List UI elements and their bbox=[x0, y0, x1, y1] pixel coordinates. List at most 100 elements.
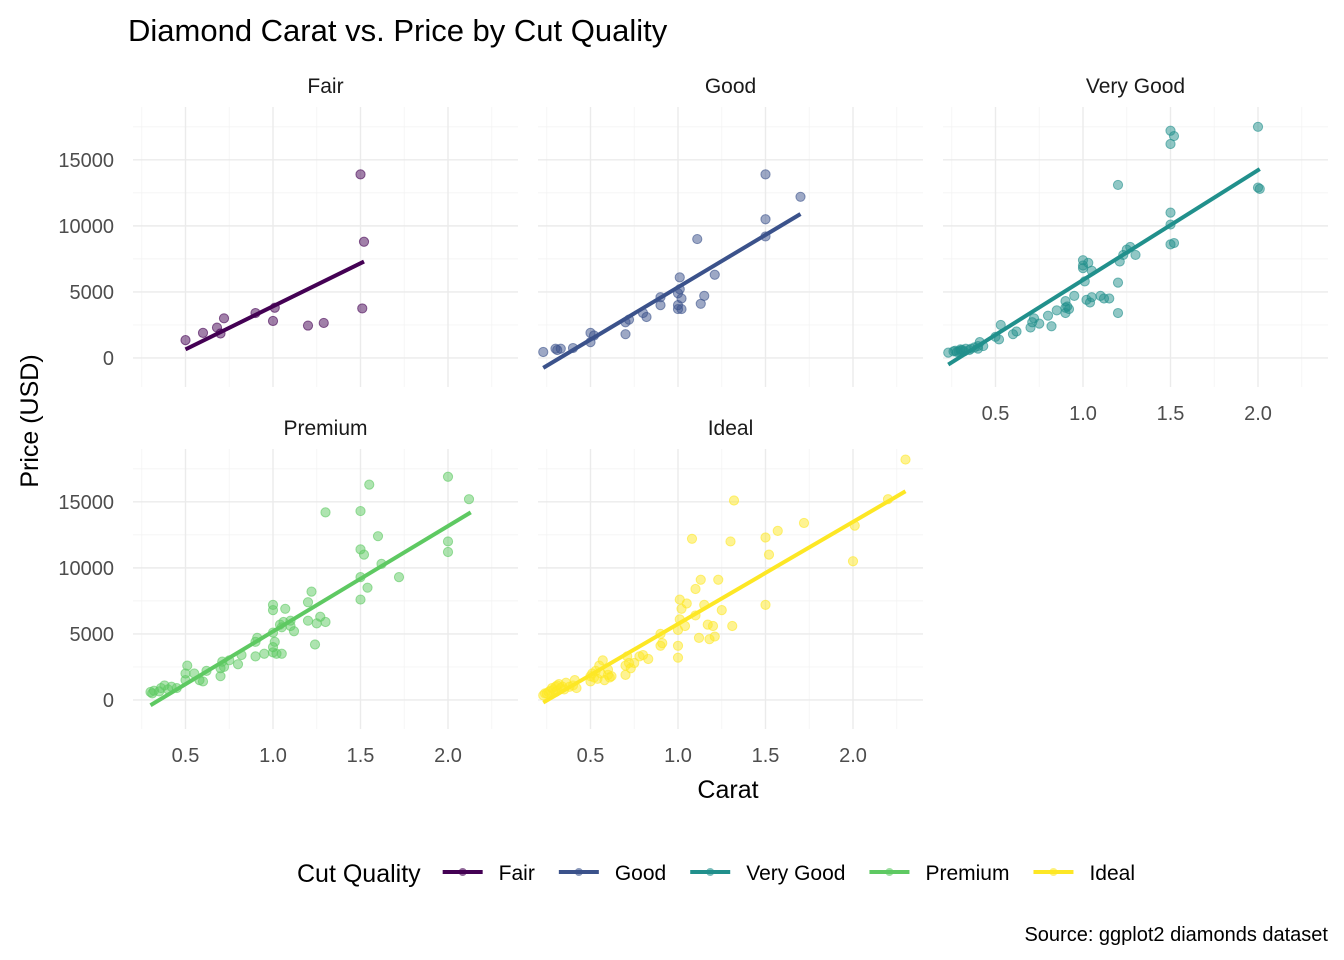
x-tick-label: 0.5 bbox=[172, 745, 200, 767]
x-tick-label: 2.0 bbox=[1244, 403, 1272, 425]
data-point-fair bbox=[267, 315, 279, 327]
data-point-good bbox=[699, 290, 710, 301]
data-point-fair bbox=[197, 327, 209, 338]
y-tick-label: 0 bbox=[103, 690, 114, 712]
data-point-good bbox=[676, 303, 687, 315]
data-point-premium bbox=[442, 536, 454, 547]
data-point-ideal bbox=[763, 549, 775, 560]
legend-item-ideal: Ideal bbox=[1033, 862, 1135, 885]
data-point-premium bbox=[215, 671, 226, 682]
data-point-fair bbox=[355, 169, 366, 180]
data-point-ideal bbox=[629, 657, 640, 669]
data-point-very-good bbox=[1034, 318, 1045, 329]
data-point-premium bbox=[442, 546, 454, 558]
legend-key-point bbox=[885, 868, 894, 876]
data-point-ideal bbox=[727, 620, 738, 632]
y-tick-label: 0 bbox=[103, 348, 114, 370]
data-point-very-good bbox=[1063, 303, 1075, 315]
data-point-ideal bbox=[760, 532, 771, 543]
facet-label-very-good: Very Good bbox=[1086, 75, 1185, 98]
data-point-very-good bbox=[1130, 249, 1141, 261]
legend-key-point bbox=[1049, 868, 1058, 876]
data-point-very-good bbox=[1112, 179, 1124, 191]
facet-panels: Fair 0 5000 10000 15000 Good Very Good 0.5 1.0 1.… bbox=[58, 75, 1328, 767]
x-tick-label: 0.5 bbox=[982, 403, 1010, 425]
data-point-premium bbox=[269, 636, 280, 647]
data-point-ideal bbox=[693, 632, 705, 643]
legend-item-good: Good bbox=[558, 862, 666, 885]
data-point-good bbox=[760, 169, 771, 180]
data-point-very-good bbox=[1112, 277, 1124, 288]
facet-label-ideal: Ideal bbox=[708, 417, 754, 440]
data-point-ideal bbox=[672, 640, 684, 651]
data-point-premium bbox=[355, 505, 366, 517]
y-tick-label: 10000 bbox=[58, 558, 114, 580]
legend-key-point bbox=[574, 868, 583, 876]
fit-line-good bbox=[542, 212, 802, 370]
data-point-good bbox=[674, 272, 685, 283]
data-point-very-good bbox=[1168, 130, 1180, 142]
data-point-good bbox=[795, 191, 806, 202]
legend: Cut Quality Fair Good Very Good Premium Idea… bbox=[297, 860, 1135, 888]
facet-label-fair: Fair bbox=[307, 75, 343, 98]
data-point-very-good bbox=[1252, 121, 1264, 132]
y-tick-label: 5000 bbox=[70, 624, 115, 646]
x-tick-label: 0.5 bbox=[577, 745, 605, 767]
legend-label: Fair bbox=[499, 862, 535, 885]
data-point-ideal bbox=[713, 574, 724, 585]
caption: Source: ggplot2 diamonds dataset bbox=[1024, 924, 1328, 946]
data-point-premium bbox=[320, 507, 331, 518]
data-point-premium bbox=[358, 549, 370, 560]
data-point-very-good bbox=[1254, 183, 1265, 194]
panel-fair: Fair 0 5000 10000 15000 bbox=[58, 75, 518, 387]
data-point-ideal bbox=[657, 638, 668, 649]
y-axis-title: Price (USD) bbox=[16, 354, 44, 487]
data-point-premium bbox=[288, 626, 300, 637]
data-point-ideal bbox=[725, 536, 736, 547]
legend-item-very-good: Very Good bbox=[690, 862, 845, 885]
data-point-ideal bbox=[620, 669, 631, 680]
x-axis-title: Carat bbox=[697, 776, 758, 804]
data-point-ideal bbox=[606, 671, 617, 682]
data-point-good bbox=[620, 329, 631, 340]
data-point-premium bbox=[362, 582, 373, 593]
data-point-premium bbox=[364, 479, 375, 490]
fit-line-fair bbox=[184, 259, 365, 352]
fit-line-very-good bbox=[947, 167, 1261, 367]
data-point-ideal bbox=[709, 631, 720, 642]
data-point-premium bbox=[182, 660, 193, 671]
data-point-ideal bbox=[728, 495, 740, 506]
data-point-very-good bbox=[1046, 321, 1057, 332]
x-tick-label: 1.5 bbox=[1157, 403, 1185, 425]
x-tick-label: 1.5 bbox=[752, 745, 780, 767]
data-point-ideal bbox=[597, 655, 608, 666]
data-point-ideal bbox=[672, 652, 684, 663]
facet-label-premium: Premium bbox=[283, 417, 367, 440]
y-tick-label: 5000 bbox=[70, 282, 115, 304]
y-tick-label: 15000 bbox=[58, 492, 114, 514]
data-point-premium bbox=[259, 648, 270, 659]
x-tick-label: 1.5 bbox=[347, 745, 375, 767]
data-point-fair bbox=[302, 320, 314, 331]
data-point-premium bbox=[197, 676, 209, 687]
data-point-ideal bbox=[643, 653, 654, 665]
x-tick-label: 2.0 bbox=[839, 745, 867, 767]
data-point-good bbox=[676, 293, 687, 304]
data-point-good bbox=[709, 269, 720, 280]
legend-label: Very Good bbox=[746, 862, 845, 885]
data-point-very-good bbox=[1069, 290, 1080, 301]
legend-title: Cut Quality bbox=[297, 860, 421, 888]
data-point-premium bbox=[355, 594, 366, 605]
legend-label: Premium bbox=[925, 862, 1009, 885]
data-point-ideal bbox=[686, 533, 698, 544]
x-tick-label: 2.0 bbox=[434, 745, 462, 767]
data-point-very-good bbox=[1011, 326, 1022, 337]
legend-key-point bbox=[706, 868, 715, 876]
data-point-premium bbox=[393, 572, 405, 583]
data-point-ideal bbox=[847, 556, 859, 567]
data-point-fair bbox=[218, 313, 230, 324]
data-point-ideal bbox=[716, 605, 727, 616]
data-point-premium bbox=[302, 615, 314, 626]
panel-very-good: Very Good 0.5 1.0 1.5 2.0 bbox=[943, 75, 1328, 425]
